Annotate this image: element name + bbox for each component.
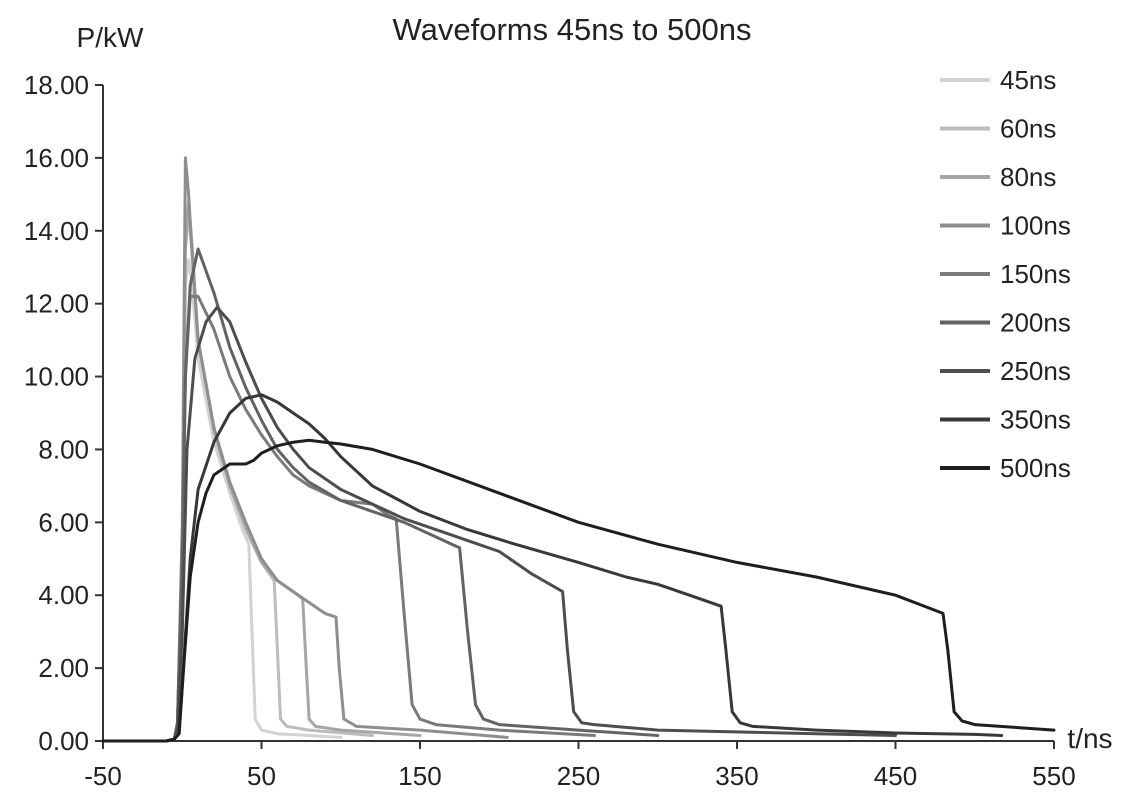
x-tick-label: 450 <box>874 761 917 791</box>
series-group <box>101 156 1056 743</box>
y-tick-label: 6.00 <box>38 507 89 537</box>
legend-label-100ns: 100ns <box>1000 211 1071 241</box>
x-ticks: -50 50 150 250 350 450 550 <box>84 741 1076 791</box>
y-tick-label: 0.00 <box>38 726 89 756</box>
series-line-80ns <box>101 200 422 743</box>
legend-label-350ns: 350ns <box>1000 405 1071 435</box>
y-tick-label: 8.00 <box>38 434 89 464</box>
x-tick-label: 50 <box>247 761 276 791</box>
series-line-150ns <box>101 294 596 743</box>
x-tick-label: 150 <box>398 761 441 791</box>
legend-label-80ns: 80ns <box>1000 162 1056 192</box>
x-tick-label: 250 <box>557 761 600 791</box>
y-ticks: 0.00 2.00 4.00 6.00 8.00 10.00 12.00 14.00 16.00… <box>24 70 103 756</box>
legend-label-500ns: 500ns <box>1000 453 1071 483</box>
y-tick-label: 18.00 <box>24 70 89 100</box>
x-tick-label: 350 <box>715 761 758 791</box>
x-axis-label: t/ns <box>1067 723 1112 754</box>
legend-label-60ns: 60ns <box>1000 114 1056 144</box>
y-tick-label: 10.00 <box>24 362 89 392</box>
y-tick-label: 14.00 <box>24 216 89 246</box>
series-line-250ns <box>101 305 897 743</box>
series-line-60ns <box>101 211 374 743</box>
legend-label-200ns: 200ns <box>1000 308 1071 338</box>
y-tick-label: 2.00 <box>38 653 89 683</box>
series-line-350ns <box>101 393 1004 743</box>
legend-label-45ns: 45ns <box>1000 65 1056 95</box>
y-tick-label: 4.00 <box>38 580 89 610</box>
series-line-200ns <box>101 247 660 743</box>
series-line-500ns <box>101 438 1056 743</box>
y-tick-label: 16.00 <box>24 143 89 173</box>
legend-label-250ns: 250ns <box>1000 356 1071 386</box>
legend: 45ns 60ns 80ns 100ns 150ns 200ns 250ns 350ns 500… <box>940 65 1071 483</box>
legend-label-150ns: 150ns <box>1000 259 1071 289</box>
x-tick-label: -50 <box>84 761 122 791</box>
y-tick-label: 12.00 <box>24 289 89 319</box>
chart-title: Waveforms 45ns to 500ns <box>393 12 752 47</box>
y-axis-label: P/kW <box>77 22 144 53</box>
x-tick-label: 550 <box>1032 761 1075 791</box>
